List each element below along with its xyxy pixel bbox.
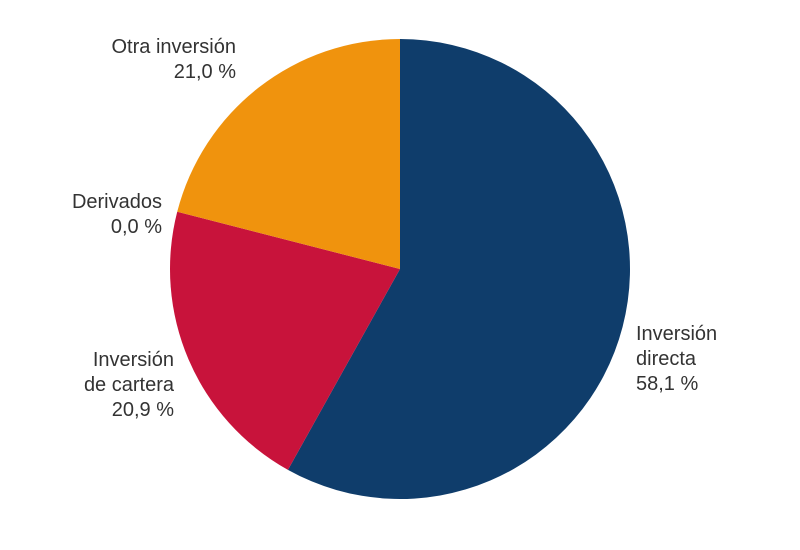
- label-name: Inversión: [92, 349, 174, 371]
- label-value: 58,1 %: [636, 373, 699, 395]
- label-value: 20,9 %: [111, 399, 174, 421]
- pie-slice-inversi-n-directa: [287, 39, 630, 499]
- label-value: 21,0 %: [173, 61, 236, 83]
- label-name-cont: directa: [636, 348, 697, 370]
- label-name: Otra inversión: [111, 36, 237, 58]
- label-value: 0,0 %: [110, 216, 162, 238]
- pie-slice-inversi-n-de-cartera: [170, 211, 400, 470]
- label-name: Derivados: [71, 191, 162, 213]
- label-otra-inversion: Otra inversión 21,0 %: [112, 35, 237, 85]
- label-inversion-cartera: Inversión de cartera 20,9 %: [84, 348, 174, 423]
- pie-slice-otra-inversi-n: [177, 39, 400, 269]
- label-derivados: Derivados 0,0 %: [72, 190, 162, 240]
- label-inversion-directa: Inversión directa 58,1 %: [636, 322, 717, 397]
- label-name-cont: de cartera: [83, 374, 174, 396]
- label-name: Inversión: [636, 323, 718, 345]
